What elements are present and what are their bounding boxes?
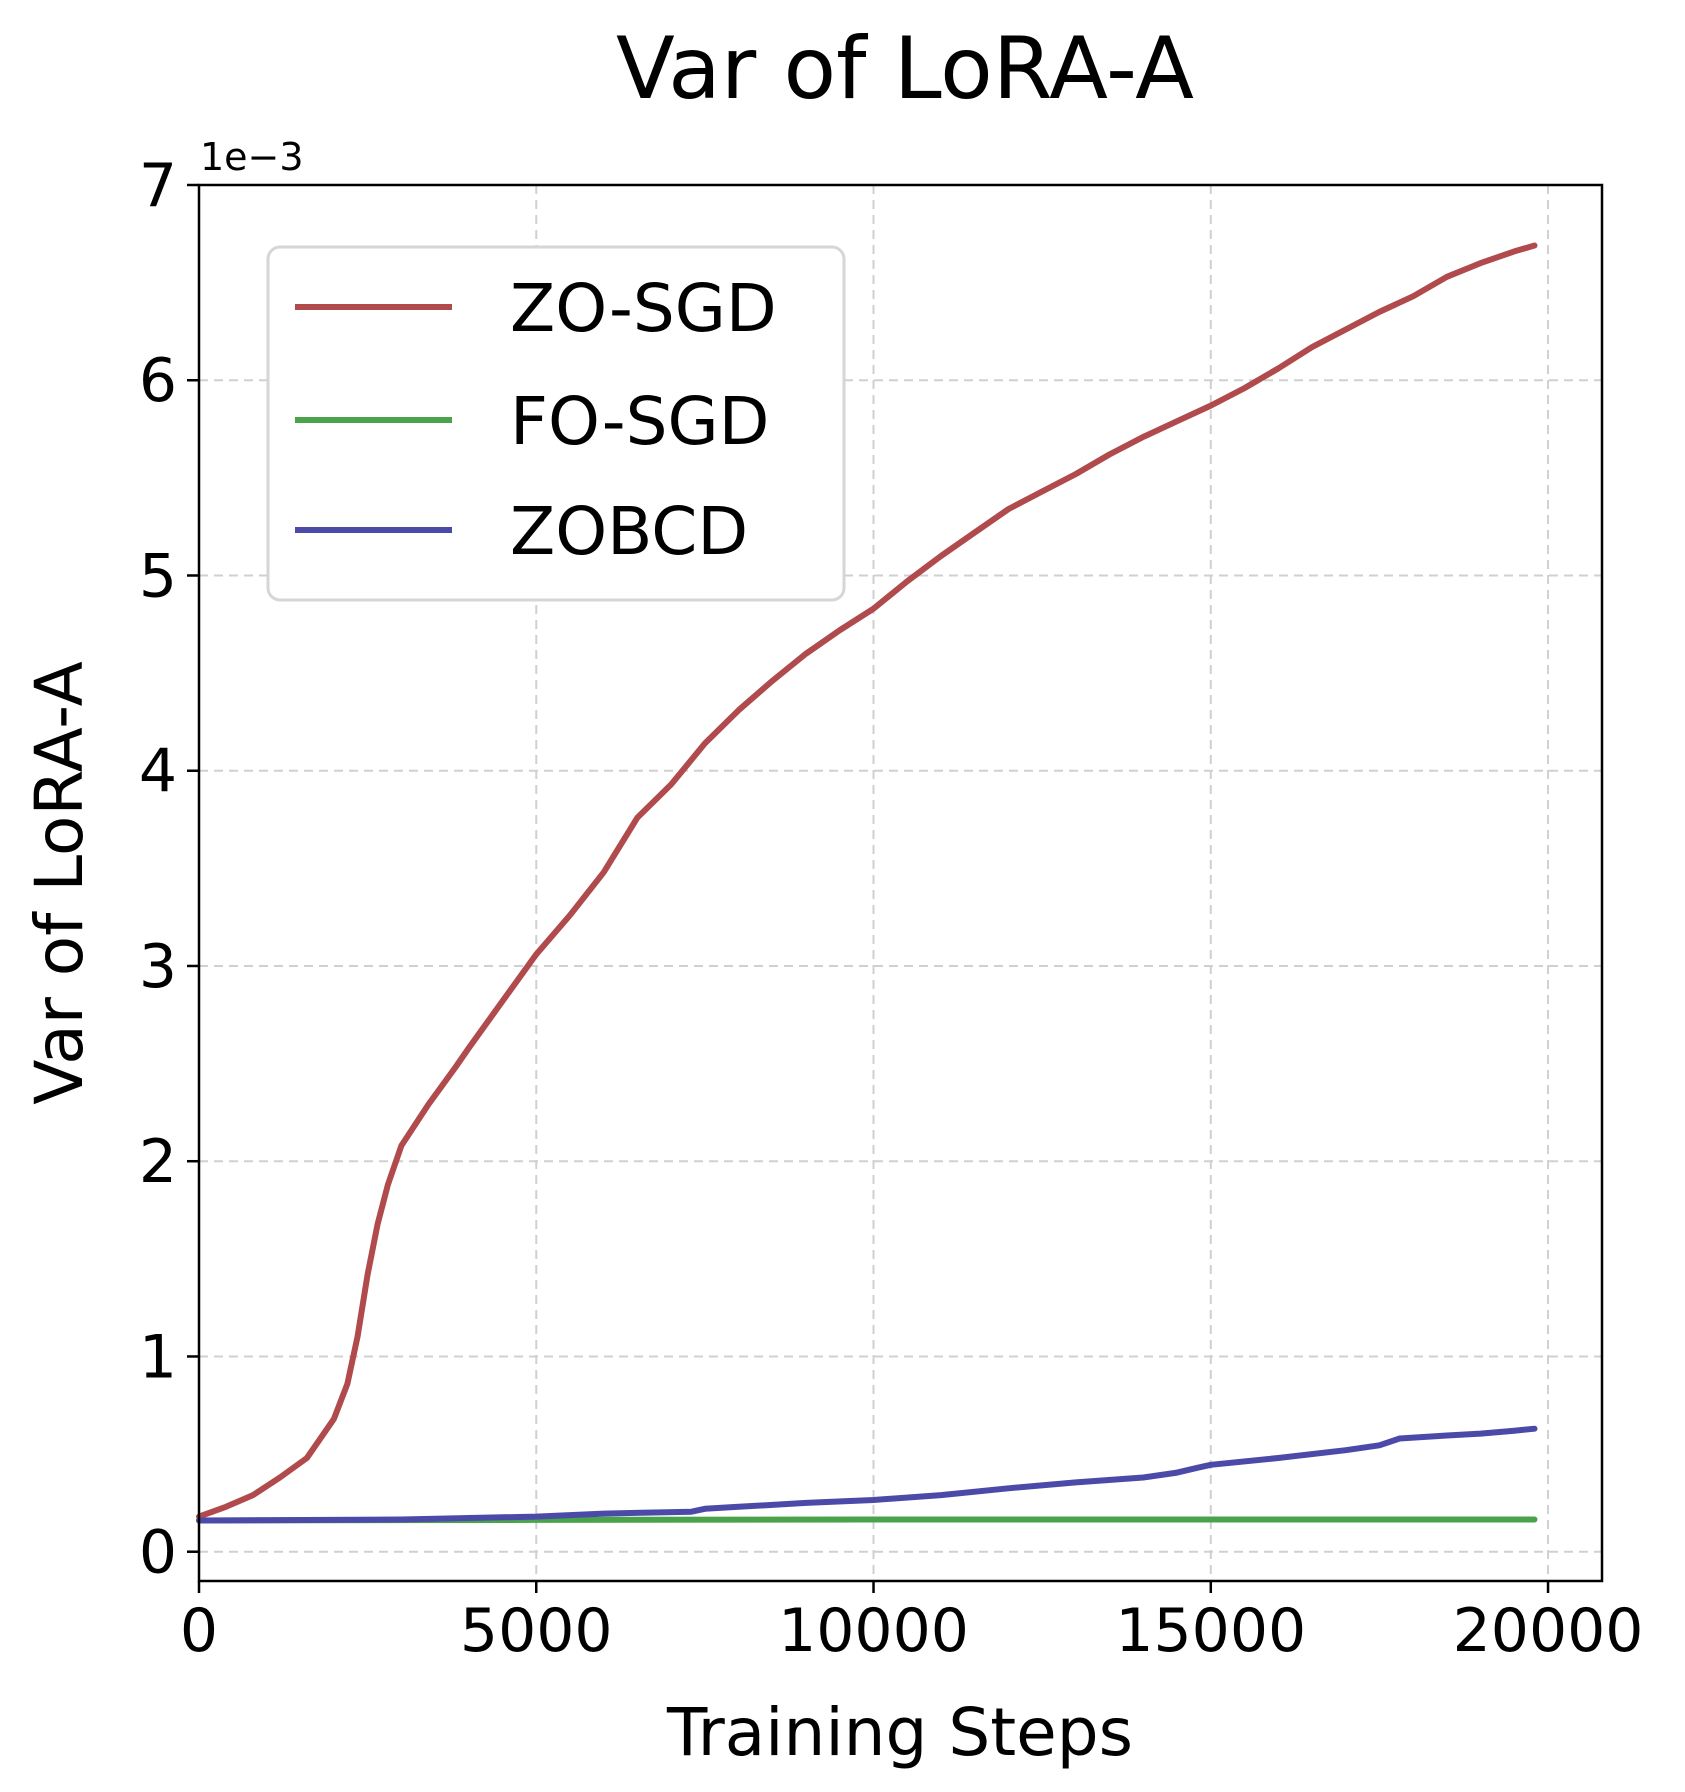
legend-label-fo-sgd: FO-SGD bbox=[510, 383, 769, 460]
y-tick-label: 0 bbox=[139, 1518, 177, 1588]
x-axis-label: Training Steps bbox=[666, 1694, 1133, 1771]
series-line-zobcd bbox=[196, 1425, 1538, 1524]
x-tick-label: 15000 bbox=[1115, 1596, 1306, 1666]
y-tick-label: 5 bbox=[139, 541, 177, 611]
y-tick-label: 7 bbox=[139, 151, 177, 221]
plot-area-frame bbox=[197, 183, 1604, 1583]
x-tick-label: 5000 bbox=[460, 1596, 613, 1666]
chart-title: Var of LoRA-A bbox=[616, 19, 1194, 119]
x-tick-label: 10000 bbox=[778, 1596, 969, 1666]
legend-label-zobcd: ZOBCD bbox=[510, 493, 748, 570]
y-tick-label: 2 bbox=[139, 1127, 177, 1197]
legend-box bbox=[266, 245, 846, 602]
y-tick-label: 4 bbox=[139, 737, 177, 807]
x-tick-label: 0 bbox=[180, 1596, 218, 1666]
y-tick-label: 1 bbox=[139, 1322, 177, 1392]
series-lines bbox=[196, 242, 1538, 1524]
x-axis-ticks: 0 5000 10000 15000 20000 bbox=[180, 1581, 1644, 1666]
y-axis-label: Var of LoRA-A bbox=[21, 661, 98, 1105]
y-tick-label: 3 bbox=[139, 932, 177, 1002]
legend-label-zo-sgd: ZO-SGD bbox=[510, 270, 777, 347]
y-axis-ticks: 0 1 2 3 4 5 6 7 bbox=[139, 151, 199, 1588]
y-offset-label: 1e−3 bbox=[200, 135, 304, 179]
series-line-zo-sgd bbox=[196, 242, 1538, 1520]
legend: ZO-SGD FO-SGD ZOBCD bbox=[266, 245, 846, 602]
x-tick-label: 20000 bbox=[1453, 1596, 1644, 1666]
y-tick-label: 6 bbox=[139, 346, 177, 416]
